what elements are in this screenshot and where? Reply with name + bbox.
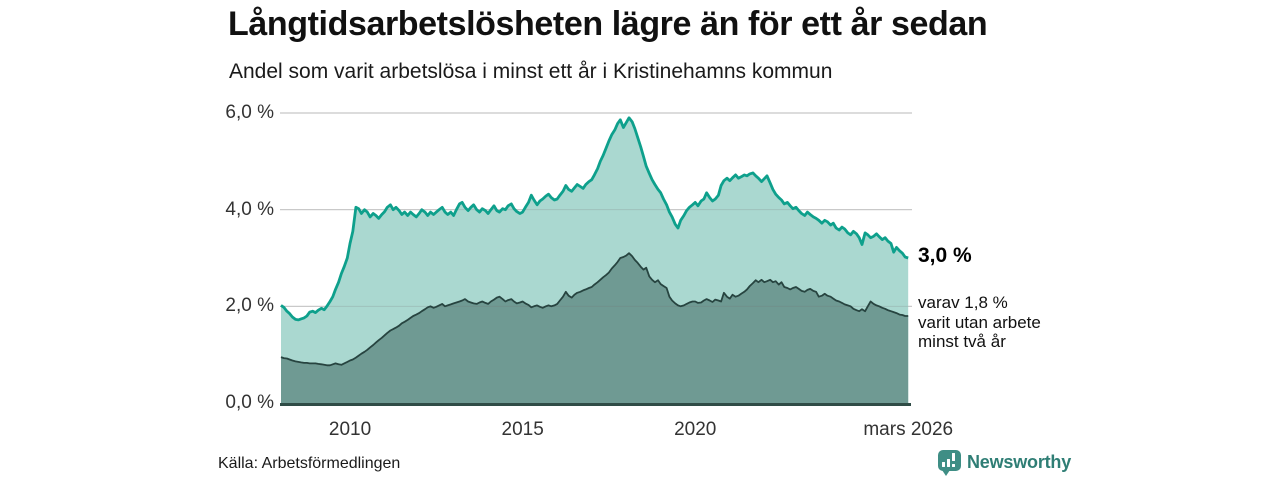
logo-exclamation-dot (952, 464, 955, 467)
x-axis-label-2020: 2020 (674, 419, 717, 440)
logo-exclamation-bar (952, 453, 955, 461)
breakdown-line-1: varav 1,8 % (918, 293, 1008, 312)
breakdown-line-3: minst två år (918, 332, 1006, 351)
chart-subtitle: Andel som varit arbetslösa i minst ett å… (229, 60, 833, 83)
newsworthy-wordmark: Newsworthy (967, 452, 1072, 472)
x-axis-label-2015: 2015 (501, 419, 544, 440)
y-axis-label-2: 2,0 % (225, 295, 274, 317)
logo-bar-short (942, 462, 945, 467)
y-axis-label-4: 4,0 % (225, 198, 274, 220)
y-axis-label-6: 6,0 % (225, 102, 274, 123)
newsworthy-logo-icon (938, 450, 961, 476)
area-chart (280, 112, 912, 406)
breakdown-line-2: varit utan arbete (918, 312, 1041, 332)
source-credit: Källa: Arbetsförmedlingen (218, 455, 401, 472)
chart-title: Långtidsarbetslösheten lägre än för ett … (228, 5, 988, 43)
breakdown-annotation: varav 1,8 % varit utan arbete minst två … (918, 293, 1041, 352)
x-axis-label-2010: 2010 (328, 419, 372, 440)
y-axis-label-0: 0,0 % (225, 392, 274, 413)
logo-bar-medium (947, 459, 950, 467)
x-axis-label-mars-2026: mars 2026 (863, 419, 954, 440)
latest-value-label: 3,0 % (918, 244, 972, 267)
